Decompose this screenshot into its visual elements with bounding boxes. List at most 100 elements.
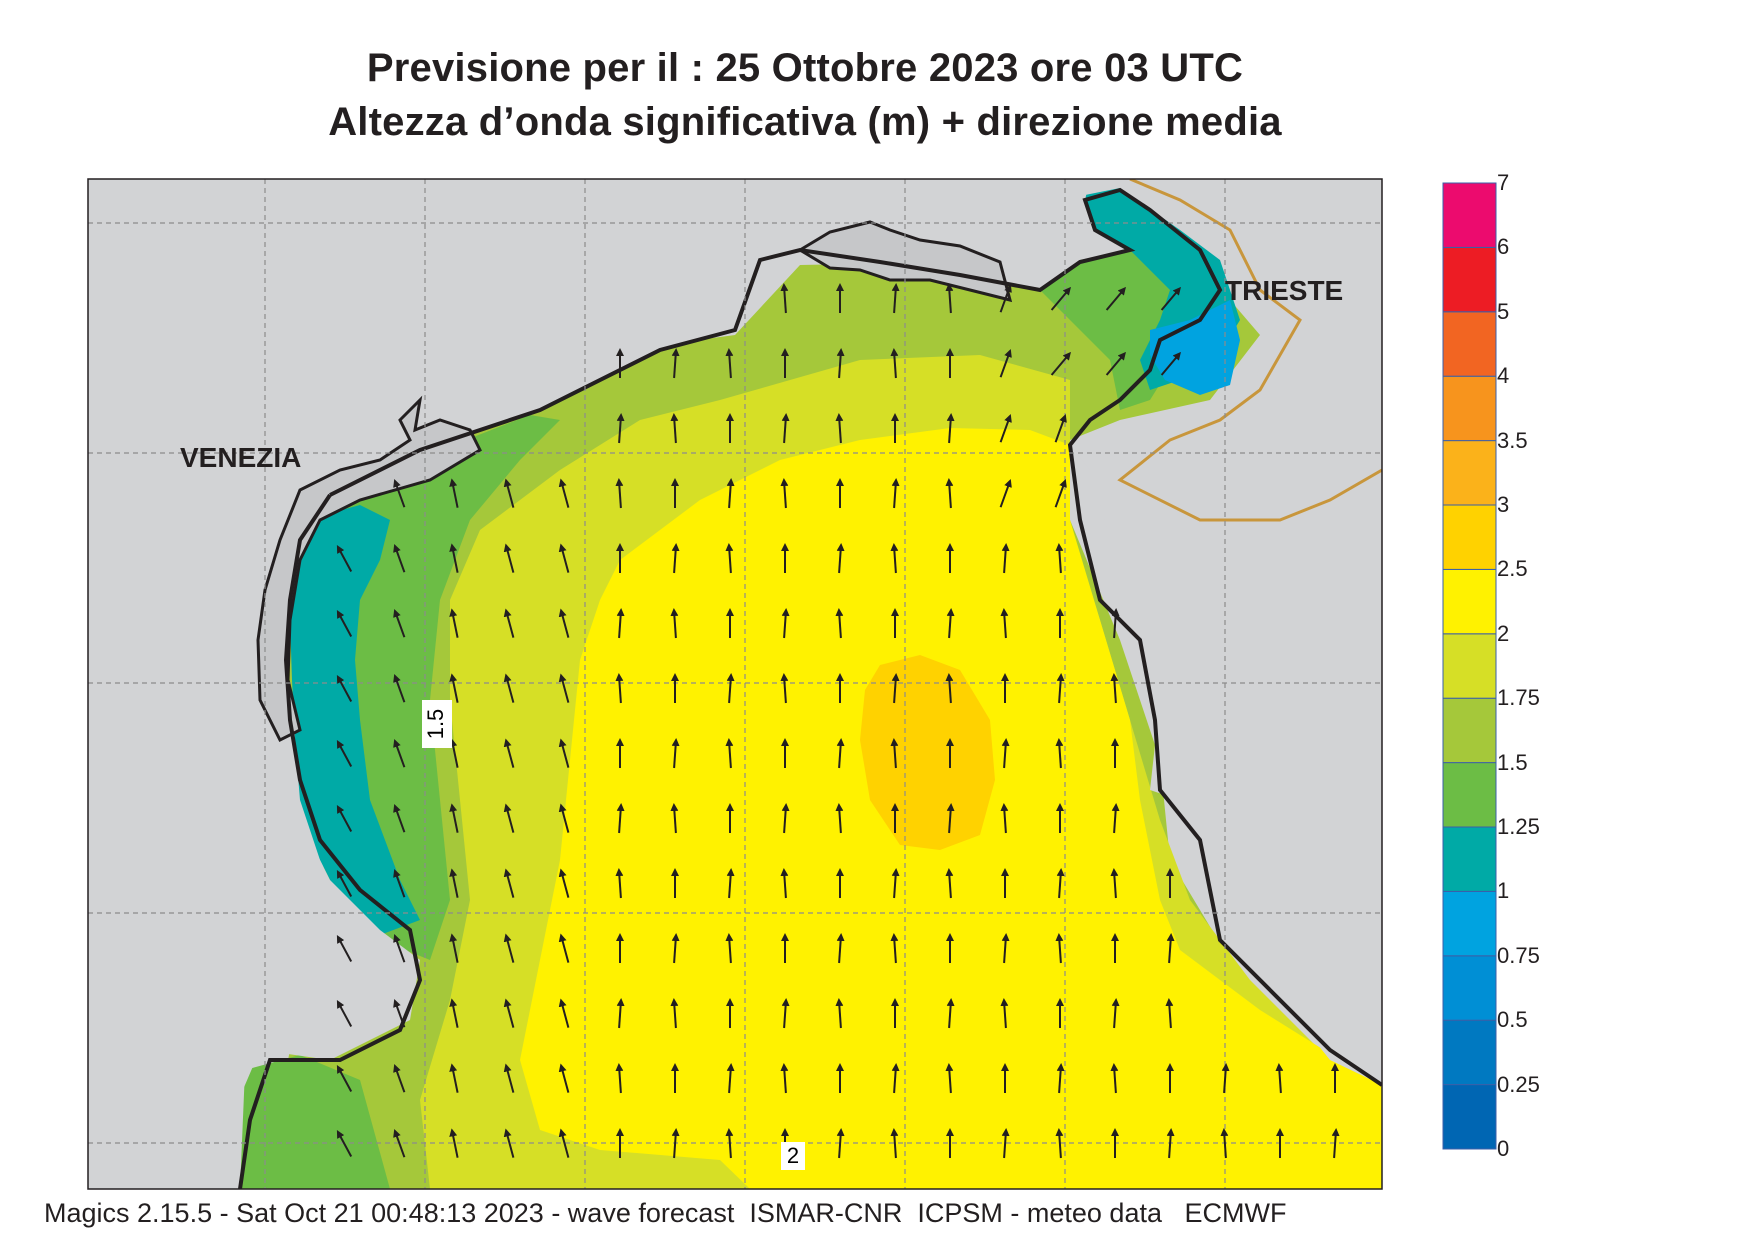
direction-arrow xyxy=(945,478,954,509)
title-line-1: Previsione per il : 25 Ottobre 2023 ore … xyxy=(366,46,1244,90)
wave-band-1.25-1.5-south xyxy=(240,1055,390,1189)
direction-arrow xyxy=(616,998,625,1029)
direction-arrow xyxy=(336,674,353,702)
wave-band-0.75-1 xyxy=(1150,300,1240,395)
direction-arrow xyxy=(1110,1063,1119,1094)
direction-arrow xyxy=(725,348,734,379)
direction-arrow xyxy=(615,673,624,704)
direction-arrow xyxy=(780,283,789,314)
direction-arrow xyxy=(670,803,679,834)
direction-arrow xyxy=(1110,868,1119,899)
direction-arrow xyxy=(558,673,570,703)
direction-arrow xyxy=(1001,543,1010,574)
direction-arrow xyxy=(999,284,1012,313)
direction-arrow xyxy=(615,1063,624,1094)
direction-arrow xyxy=(558,933,570,963)
map-frame xyxy=(87,178,1383,1190)
direction-arrow xyxy=(503,803,515,833)
direction-arrow xyxy=(946,413,955,444)
direction-arrow xyxy=(503,608,515,638)
direction-arrow xyxy=(1160,286,1181,311)
wave-direction-arrows xyxy=(336,283,1340,1159)
direction-arrow xyxy=(336,999,353,1027)
direction-arrow xyxy=(393,674,406,703)
colorbar xyxy=(1442,182,1497,1150)
direction-arrow xyxy=(781,413,790,444)
colorbar-tick-label: 0.5 xyxy=(1497,1007,1528,1033)
direction-arrow xyxy=(1056,868,1065,899)
direction-arrow xyxy=(725,1128,734,1159)
direction-arrow xyxy=(1050,351,1071,376)
colorbar-tick-label: 6 xyxy=(1497,234,1510,260)
direction-arrow xyxy=(449,673,459,703)
direction-arrow xyxy=(890,1128,899,1159)
direction-arrow xyxy=(781,998,790,1029)
direction-arrow xyxy=(336,934,353,962)
direction-arrow xyxy=(946,803,955,834)
direction-arrow xyxy=(449,998,459,1028)
direction-arrow xyxy=(1055,738,1064,769)
direction-arrow xyxy=(336,869,353,897)
direction-arrow xyxy=(558,998,570,1028)
contour-value-1.5: 1.5 xyxy=(423,709,448,740)
direction-arrow xyxy=(1110,673,1119,704)
contour-label-1.5: 1.5 xyxy=(422,700,452,748)
direction-arrow xyxy=(999,479,1012,508)
direction-arrow xyxy=(1111,803,1120,834)
direction-arrow xyxy=(336,739,353,767)
colorbar-swatch xyxy=(1442,375,1497,442)
colorbar-tick-label: 2.5 xyxy=(1497,556,1528,582)
venice-lagoon xyxy=(256,395,482,743)
direction-arrow xyxy=(725,933,734,964)
direction-arrow xyxy=(999,349,1012,378)
direction-arrow xyxy=(670,998,679,1029)
colorbar-tick-label: 0.75 xyxy=(1497,942,1540,968)
direction-arrow xyxy=(726,478,735,509)
direction-arrow xyxy=(1054,414,1067,443)
place-label-trieste: TRIESTE xyxy=(1225,275,1343,306)
colorbar-swatch xyxy=(1442,762,1497,828)
colorbar-swatch xyxy=(1442,1019,1497,1086)
direction-arrow xyxy=(890,738,899,769)
colorbar-tick-label: 3.5 xyxy=(1497,427,1528,453)
colorbar-tick-label: 1.25 xyxy=(1497,814,1540,839)
direction-arrow xyxy=(449,543,459,573)
colorbar-tick-label: 3 xyxy=(1497,492,1510,517)
direction-arrow xyxy=(890,543,899,574)
direction-arrow xyxy=(1331,1128,1340,1159)
direction-arrow xyxy=(1001,933,1010,964)
direction-arrow xyxy=(780,868,789,899)
direction-arrow xyxy=(1000,608,1009,639)
direction-arrow xyxy=(1166,933,1175,964)
direction-arrow xyxy=(726,868,735,899)
direction-arrow xyxy=(1055,1128,1064,1159)
direction-arrow xyxy=(336,609,353,637)
colorbar-swatch xyxy=(1442,568,1497,635)
colorbar-swatch xyxy=(1442,182,1497,248)
direction-arrow xyxy=(336,1064,353,1092)
direction-arrow xyxy=(393,544,406,573)
direction-arrow xyxy=(671,738,680,769)
direction-arrow xyxy=(1055,933,1064,964)
colorbar-swatch xyxy=(1442,440,1497,506)
direction-arrow xyxy=(835,998,844,1029)
direction-arrow xyxy=(449,1128,459,1158)
direction-arrow xyxy=(558,608,570,638)
colorbar-tick-label: 0 xyxy=(1497,1136,1510,1161)
direction-arrow xyxy=(558,543,570,573)
direction-arrow xyxy=(503,738,515,768)
direction-arrow xyxy=(503,1063,515,1093)
direction-arrow xyxy=(449,803,459,833)
direction-arrow xyxy=(503,998,515,1028)
colorbar-tick-label: 2 xyxy=(1497,620,1510,646)
direction-arrow xyxy=(336,1129,353,1157)
direction-arrow xyxy=(558,1128,570,1158)
direction-arrow xyxy=(503,478,515,508)
colorbar-tick-label: 1 xyxy=(1497,878,1510,904)
direction-arrow xyxy=(336,804,353,832)
colorbar-tick-label: 4 xyxy=(1497,363,1510,389)
direction-arrow xyxy=(616,413,625,444)
direction-arrow xyxy=(780,673,789,704)
direction-arrow xyxy=(449,608,459,638)
direction-arrow xyxy=(946,608,955,639)
